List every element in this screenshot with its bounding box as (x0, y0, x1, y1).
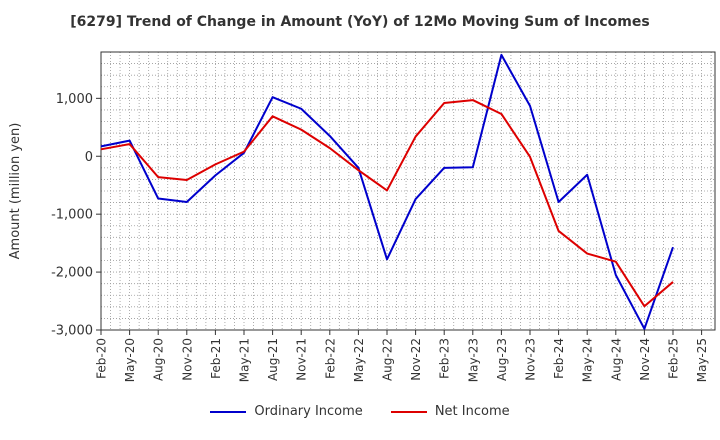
legend: Ordinary Income Net Income (0, 404, 720, 419)
x-tick-label: Aug-21 (266, 338, 280, 381)
grid (101, 52, 715, 330)
x-tick-label: Feb-22 (323, 338, 337, 379)
x-tick-label: May-23 (466, 338, 480, 382)
x-tick-label: Aug-24 (609, 338, 623, 381)
x-tick-label: Nov-20 (180, 338, 194, 381)
x-tick-label: May-25 (695, 338, 709, 382)
y-tick-label: -3,000 (51, 324, 93, 339)
plot-frame (100, 51, 716, 331)
axes (96, 51, 716, 335)
legend-swatch-ordinary-income (210, 410, 247, 413)
chart-title: [6279] Trend of Change in Amount (YoY) o… (70, 14, 650, 30)
x-tick-label: Aug-23 (495, 338, 509, 381)
x-tick-label: Nov-22 (409, 338, 423, 381)
x-tick-labels: Feb-20 May-20 Aug-20 Nov-20 Feb-21 May-21 Aug-… (95, 338, 710, 382)
series-line-net-income (100, 99, 674, 308)
x-tick-label: Nov-24 (638, 338, 652, 381)
x-tick-label: Feb-24 (552, 338, 566, 379)
x-tick-label: May-21 (238, 338, 252, 382)
x-tick-label: Nov-21 (295, 338, 309, 381)
y-tick-label: -1,000 (51, 208, 93, 223)
x-tick-label: May-22 (352, 338, 366, 382)
y-tick-label: 1,000 (56, 92, 93, 107)
series-layer (100, 53, 674, 330)
legend-label-net-income: Net Income (434, 404, 510, 419)
y-axis-label: Amount (million yen) (8, 123, 23, 260)
y-tick-label: -2,000 (51, 266, 93, 281)
legend-item-net-income: Net Income (390, 404, 510, 419)
legend-item-ordinary-income: Ordinary Income (210, 404, 363, 419)
legend-label-ordinary-income: Ordinary Income (254, 404, 363, 419)
x-tick-label: Aug-22 (381, 338, 395, 381)
series-line-ordinary-income (100, 53, 674, 330)
y-tick-label: 0 (85, 150, 93, 165)
x-tick-label: Feb-23 (438, 338, 452, 379)
x-tick-label: May-20 (123, 338, 137, 382)
x-tick-label: May-24 (581, 338, 595, 382)
y-tick-labels: 1,000 0 -1,000 -2,000 -3,000 (51, 92, 93, 339)
legend-swatch-net-income (390, 410, 427, 413)
x-tick-label: Feb-20 (95, 338, 109, 379)
x-tick-label: Nov-23 (524, 338, 538, 381)
x-tick-label: Feb-21 (209, 338, 223, 379)
x-tick-label: Feb-25 (667, 338, 681, 379)
x-tick-label: Aug-20 (152, 338, 166, 381)
